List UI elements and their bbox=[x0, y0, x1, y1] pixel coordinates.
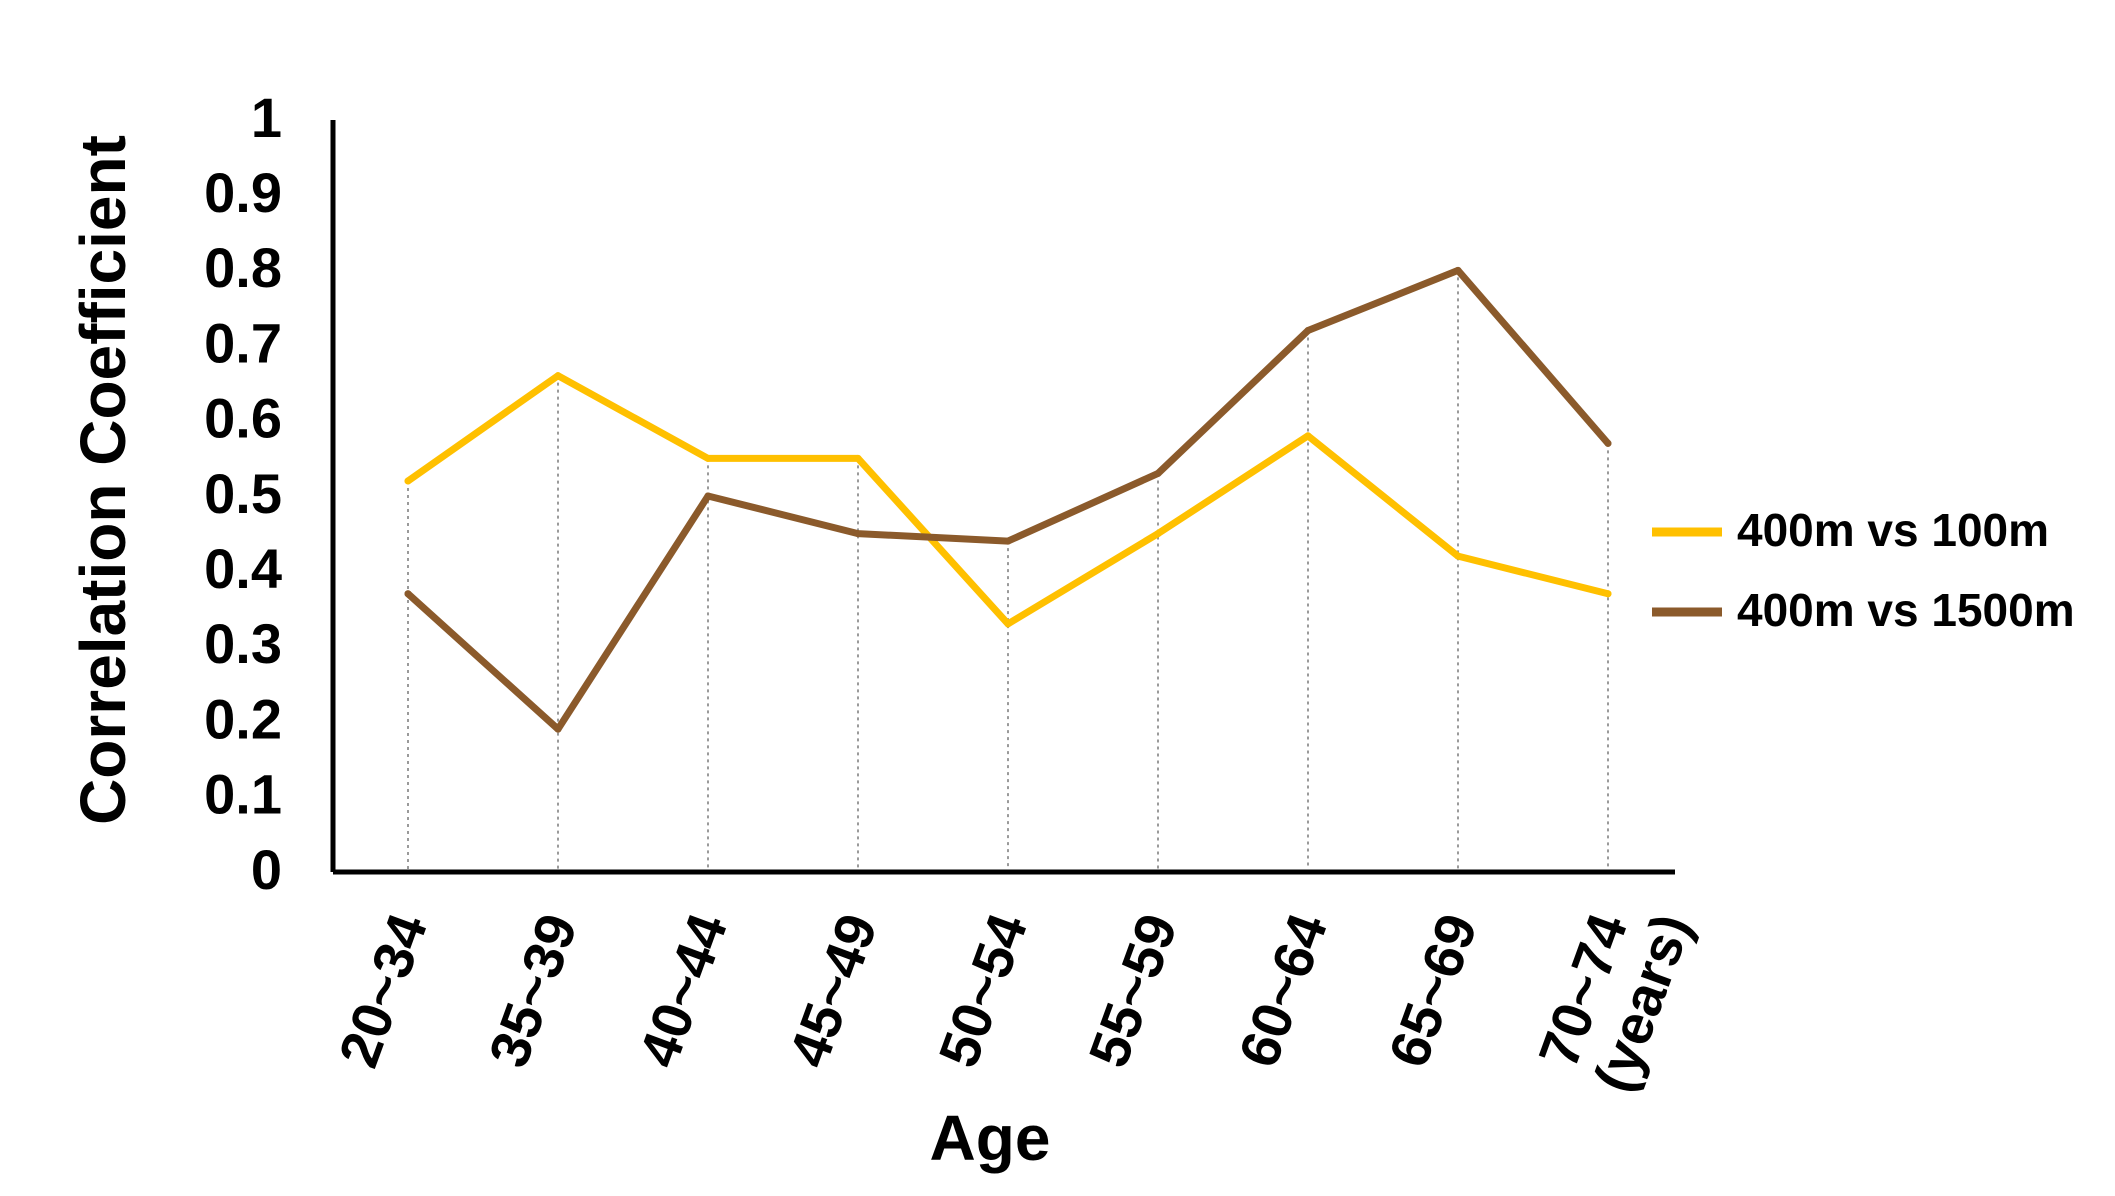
y-tick-label: 0 bbox=[251, 838, 282, 901]
data-point bbox=[404, 590, 412, 598]
y-tick-label: 0.3 bbox=[204, 612, 282, 675]
data-point bbox=[1154, 530, 1162, 538]
x-tick-label: 20~34 bbox=[326, 906, 439, 1075]
x-tick-label: 45~49 bbox=[776, 906, 889, 1075]
x-tick-label: 35~39 bbox=[476, 906, 589, 1075]
data-point bbox=[704, 454, 712, 462]
drop-lines bbox=[407, 270, 1609, 872]
series-layer bbox=[404, 266, 1612, 733]
legend-label: 400m vs 1500m bbox=[1737, 584, 2075, 636]
y-tick-label: 0.1 bbox=[204, 763, 282, 826]
data-point bbox=[1004, 620, 1012, 628]
data-point bbox=[1154, 469, 1162, 477]
data-point bbox=[1004, 537, 1012, 545]
y-tick-label: 0.4 bbox=[204, 537, 282, 600]
x-tick-label: 60~64 bbox=[1226, 906, 1339, 1075]
data-point bbox=[704, 492, 712, 500]
x-axis-title: Age bbox=[930, 1102, 1051, 1174]
x-tick-labels: 20~34 35~39 40~44 45~49 50~54 55~59 60~64 65~69… bbox=[326, 906, 1703, 1100]
legend-label: 400m vs 100m bbox=[1737, 504, 2049, 556]
y-tick-label: 0.6 bbox=[204, 387, 282, 450]
y-tick-label: 0.2 bbox=[204, 687, 282, 750]
data-point bbox=[854, 454, 862, 462]
y-tick-labels: 0 0.1 0.2 0.3 0.4 0.5 0.6 0.7 0.8 0.9 1 bbox=[204, 86, 282, 901]
y-tick-label: 0.8 bbox=[204, 236, 282, 299]
data-point bbox=[1304, 432, 1312, 440]
y-tick-label: 0.7 bbox=[204, 311, 282, 374]
x-tick-label: 65~69 bbox=[1376, 906, 1489, 1075]
data-point bbox=[1304, 327, 1312, 335]
data-point bbox=[404, 477, 412, 485]
data-point bbox=[554, 725, 562, 733]
y-tick-label: 1 bbox=[251, 86, 282, 149]
x-tick-label: 55~59 bbox=[1076, 906, 1189, 1075]
data-point bbox=[1454, 552, 1462, 560]
series-line-1 bbox=[404, 372, 1612, 628]
data-point bbox=[1604, 590, 1612, 598]
data-point bbox=[1454, 266, 1462, 274]
y-tick-label: 0.5 bbox=[204, 462, 282, 525]
y-axis-title: Correlation Coefficient bbox=[67, 135, 139, 825]
y-tick-label: 0.9 bbox=[204, 161, 282, 224]
data-point bbox=[554, 372, 562, 380]
data-point bbox=[1604, 439, 1612, 447]
data-point bbox=[854, 530, 862, 538]
x-tick-label: 40~44 bbox=[626, 906, 739, 1075]
legend: 400m vs 100m 400m vs 1500m bbox=[1652, 504, 2075, 636]
x-tick-label: 50~54 bbox=[926, 906, 1039, 1075]
